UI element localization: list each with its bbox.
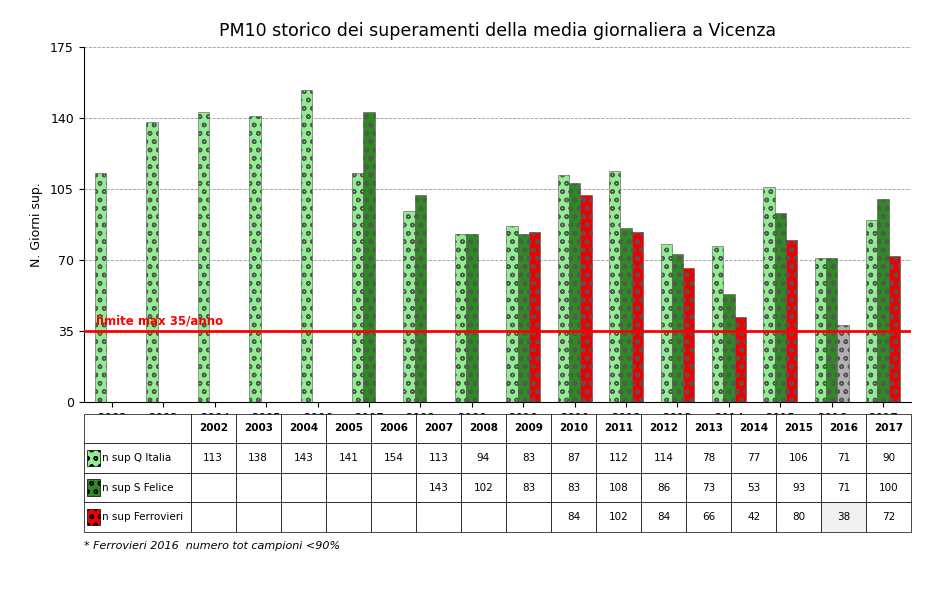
Text: 2010: 2010	[559, 424, 588, 433]
Text: 87: 87	[567, 453, 580, 463]
Bar	[815, 258, 826, 402]
Bar	[775, 213, 786, 402]
Text: 113: 113	[204, 453, 223, 463]
Text: 2017: 2017	[874, 424, 903, 433]
Text: 143: 143	[293, 453, 313, 463]
Bar	[455, 233, 466, 402]
Text: 86: 86	[657, 483, 671, 492]
Text: 38: 38	[837, 512, 850, 522]
Text: 2015: 2015	[784, 424, 813, 433]
Text: 143: 143	[429, 483, 448, 492]
Bar	[660, 244, 671, 402]
Text: 108: 108	[609, 483, 629, 492]
Text: 84: 84	[657, 512, 671, 522]
Text: n sup Q Italia: n sup Q Italia	[102, 453, 171, 463]
Text: limite max 35/anno: limite max 35/anno	[96, 315, 223, 328]
Text: 2004: 2004	[288, 424, 318, 433]
Text: 2014: 2014	[739, 424, 768, 433]
Text: 83: 83	[522, 453, 535, 463]
Text: 73: 73	[702, 483, 715, 492]
Bar	[631, 232, 643, 402]
Bar	[837, 325, 849, 402]
Bar	[786, 240, 797, 402]
Text: 100: 100	[879, 483, 898, 492]
Text: 66: 66	[702, 512, 715, 522]
Bar	[558, 175, 569, 402]
Bar	[878, 199, 889, 402]
Text: 138: 138	[248, 453, 268, 463]
Bar	[724, 294, 735, 402]
Bar	[415, 195, 426, 402]
Bar	[866, 219, 878, 402]
Bar	[300, 90, 312, 402]
Text: 2002: 2002	[199, 424, 228, 433]
Bar	[352, 173, 364, 402]
Text: 102: 102	[609, 512, 629, 522]
Bar	[146, 122, 158, 402]
Text: 114: 114	[654, 453, 673, 463]
Text: 106: 106	[789, 453, 809, 463]
Text: 102: 102	[473, 483, 493, 492]
Text: 72: 72	[883, 512, 896, 522]
Text: 84: 84	[567, 512, 580, 522]
Text: 71: 71	[837, 453, 850, 463]
Text: 2007: 2007	[424, 424, 453, 433]
Text: * Ferrovieri 2016  numero tot campioni <90%: * Ferrovieri 2016 numero tot campioni <9…	[84, 541, 339, 551]
Text: n sup Ferrovieri: n sup Ferrovieri	[102, 512, 183, 522]
Bar	[889, 256, 900, 402]
Bar	[364, 112, 375, 402]
Text: 94: 94	[477, 453, 490, 463]
Bar	[620, 228, 631, 402]
Bar	[684, 268, 695, 402]
Bar	[404, 212, 415, 402]
Text: 2016: 2016	[830, 424, 858, 433]
Text: 90: 90	[883, 453, 896, 463]
Text: 112: 112	[608, 453, 629, 463]
Bar	[198, 112, 209, 402]
Text: 2013: 2013	[694, 424, 724, 433]
Text: 2012: 2012	[649, 424, 678, 433]
Text: 78: 78	[702, 453, 715, 463]
Text: 71: 71	[837, 483, 850, 492]
Text: 2006: 2006	[379, 424, 408, 433]
Title: PM10 storico dei superamenti della media giornaliera a Vicenza: PM10 storico dei superamenti della media…	[219, 22, 777, 40]
Bar	[671, 254, 684, 402]
Text: 42: 42	[747, 512, 761, 522]
Text: 93: 93	[792, 483, 805, 492]
Bar	[735, 317, 746, 402]
Text: 2005: 2005	[334, 424, 363, 433]
Bar	[95, 173, 106, 402]
Text: 77: 77	[747, 453, 761, 463]
Bar	[506, 226, 518, 402]
Text: 83: 83	[522, 483, 535, 492]
Text: 113: 113	[429, 453, 448, 463]
Bar	[826, 258, 837, 402]
Text: 2008: 2008	[469, 424, 498, 433]
Text: 53: 53	[747, 483, 761, 492]
Bar	[580, 195, 591, 402]
Text: 83: 83	[567, 483, 580, 492]
Bar	[529, 232, 540, 402]
Bar	[466, 233, 477, 402]
Text: 2009: 2009	[514, 424, 543, 433]
Text: n sup S Felice: n sup S Felice	[102, 483, 174, 492]
Text: 141: 141	[339, 453, 358, 463]
Bar	[764, 187, 775, 402]
Text: 154: 154	[383, 453, 404, 463]
Bar	[518, 233, 529, 402]
Text: 80: 80	[792, 512, 805, 522]
Bar	[712, 246, 724, 402]
Bar	[569, 183, 580, 402]
Y-axis label: N. Giorni sup.: N. Giorni sup.	[30, 182, 43, 267]
Bar	[609, 171, 620, 402]
Bar	[249, 116, 260, 402]
Text: 2003: 2003	[244, 424, 272, 433]
Text: 2011: 2011	[604, 424, 633, 433]
